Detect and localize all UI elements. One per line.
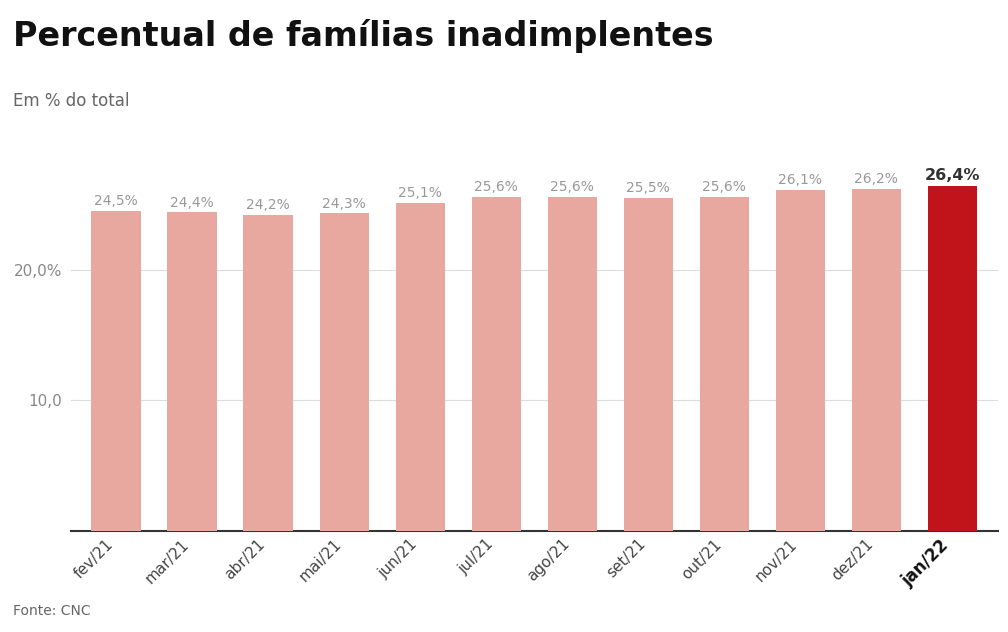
Bar	[852, 189, 901, 531]
Text: 25,6%: 25,6%	[475, 180, 518, 194]
Bar	[927, 186, 977, 531]
Text: 25,6%: 25,6%	[550, 180, 594, 194]
Bar	[624, 198, 673, 531]
Text: 24,3%: 24,3%	[323, 197, 366, 211]
Text: 25,5%: 25,5%	[626, 181, 670, 195]
Bar	[395, 203, 445, 531]
Bar	[775, 190, 825, 531]
Bar	[92, 211, 141, 531]
Text: 24,2%: 24,2%	[246, 198, 290, 212]
Text: 24,5%: 24,5%	[95, 194, 138, 209]
Text: 24,4%: 24,4%	[170, 195, 214, 210]
Text: Percentual de famílias inadimplentes: Percentual de famílias inadimplentes	[13, 19, 714, 53]
Text: Fonte: CNC: Fonte: CNC	[13, 604, 91, 618]
Text: 26,1%: 26,1%	[778, 173, 823, 187]
Text: 25,1%: 25,1%	[398, 186, 443, 200]
Bar	[244, 215, 293, 531]
Text: Em % do total: Em % do total	[13, 92, 130, 109]
Bar	[320, 214, 369, 531]
Text: 26,4%: 26,4%	[924, 169, 980, 183]
Bar	[472, 197, 521, 531]
Bar	[547, 197, 597, 531]
Text: 26,2%: 26,2%	[855, 172, 898, 186]
Bar	[700, 197, 749, 531]
Bar	[167, 212, 217, 531]
Text: 25,6%: 25,6%	[703, 180, 746, 194]
